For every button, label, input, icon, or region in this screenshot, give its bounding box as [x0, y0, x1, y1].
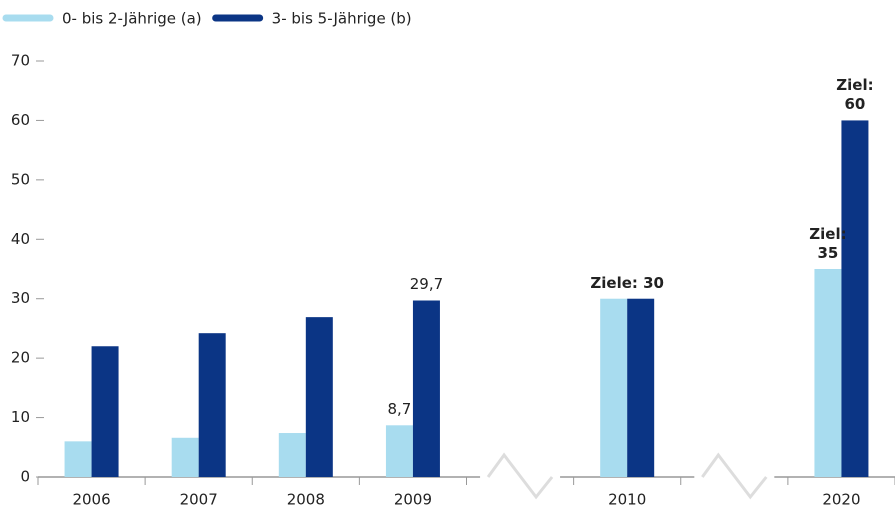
y-tick-label: 30: [11, 289, 30, 307]
axis-break: [486, 452, 554, 500]
axis-break: [701, 452, 768, 500]
bar: [627, 298, 655, 477]
bar: [385, 425, 413, 477]
y-tick-label: 10: [11, 408, 30, 426]
bar: [841, 120, 869, 477]
bar: [64, 441, 92, 477]
y-tick-label: 0: [20, 468, 30, 486]
bar: [814, 269, 842, 477]
bar: [91, 346, 119, 477]
value-label: 8,7: [387, 400, 412, 419]
bar: [278, 433, 306, 477]
y-tick-label: 20: [11, 349, 30, 367]
x-tick-label: 2008: [287, 491, 325, 509]
value-label: Ziel: 35: [809, 225, 847, 262]
axis-break-gap: [480, 474, 561, 486]
x-tick-label: 2007: [180, 491, 218, 509]
value-label: Ziele: 30: [590, 273, 664, 292]
bar: [412, 300, 440, 477]
y-tick-label: 70: [11, 52, 30, 70]
y-tick-label: 50: [11, 170, 30, 188]
y-tick-label: 60: [11, 111, 30, 129]
bar: [171, 437, 199, 477]
y-tick-label: 40: [11, 230, 30, 248]
x-tick-label: 2020: [822, 491, 860, 509]
x-tick-label: 2006: [72, 491, 110, 509]
bar: [600, 298, 628, 477]
legend-label: 0- bis 2-Jährige (a): [62, 10, 202, 28]
x-tick-label: 2009: [394, 491, 432, 509]
value-label: 29,7: [409, 275, 444, 294]
axis-break-gap: [694, 474, 775, 486]
legend-label: 3- bis 5-Jährige (b): [272, 10, 412, 28]
bar: [198, 333, 226, 477]
x-tick-label: 2010: [608, 491, 646, 509]
value-label: Ziel: 60: [836, 76, 874, 114]
bar: [305, 317, 333, 477]
